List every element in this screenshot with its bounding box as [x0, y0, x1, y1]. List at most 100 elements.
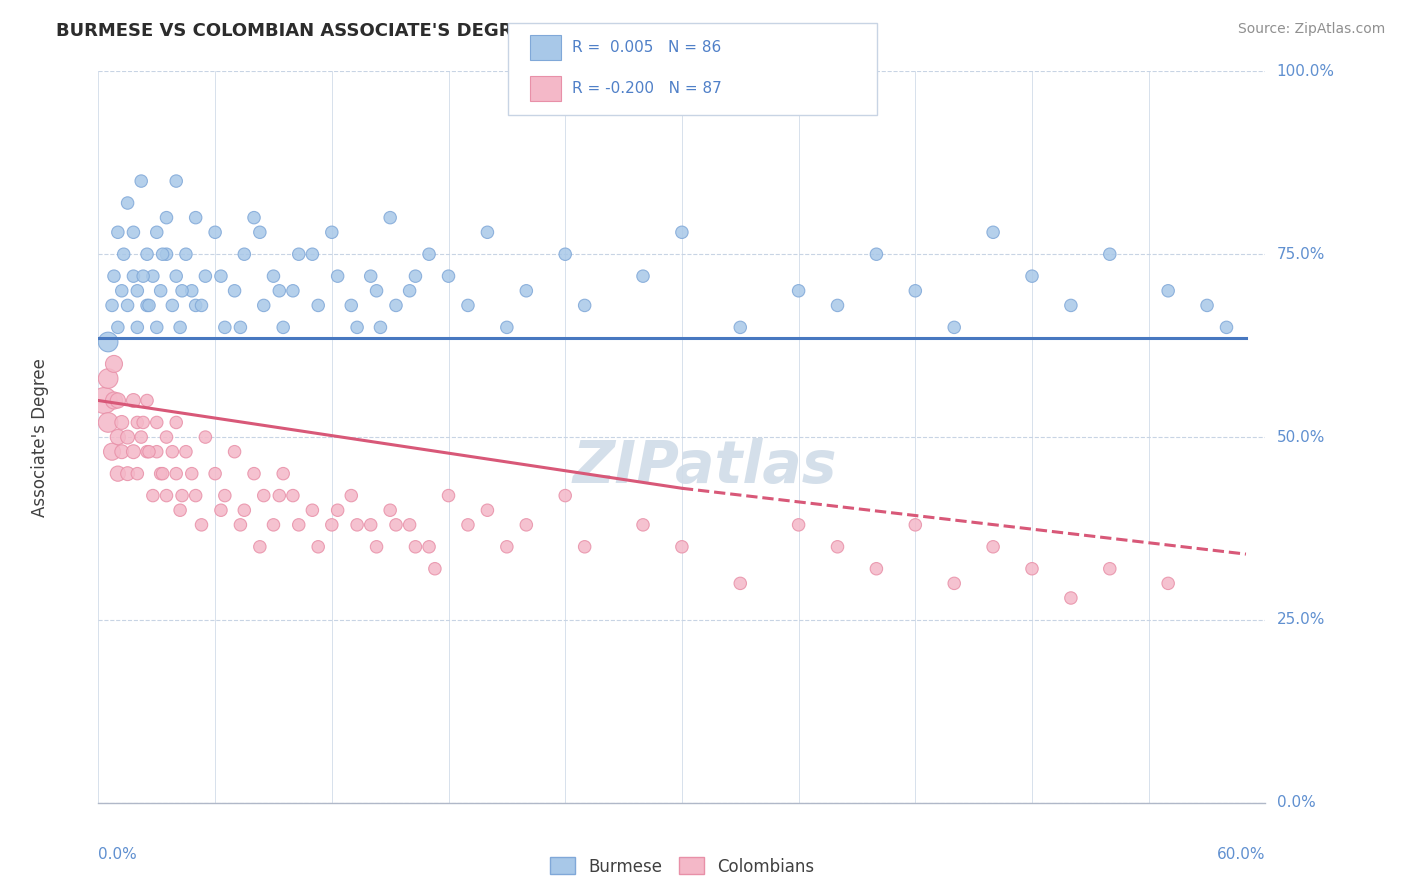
Point — [346, 320, 368, 334]
Point — [262, 269, 284, 284]
Point — [904, 284, 927, 298]
Point — [127, 284, 149, 298]
Point — [214, 489, 236, 503]
Point — [229, 320, 252, 334]
Point — [249, 540, 271, 554]
Point — [155, 211, 177, 225]
Point — [122, 269, 145, 284]
Point — [103, 393, 125, 408]
Point — [728, 320, 751, 334]
Point — [378, 211, 402, 225]
Point — [477, 503, 499, 517]
Point — [423, 562, 446, 576]
Point — [165, 269, 187, 284]
Point — [117, 196, 139, 211]
Point — [132, 416, 155, 430]
Point — [146, 416, 169, 430]
Point — [307, 298, 329, 312]
Point — [190, 298, 212, 312]
Point — [943, 576, 966, 591]
Point — [1060, 591, 1083, 605]
Point — [554, 247, 576, 261]
Point — [1098, 562, 1121, 576]
Point — [149, 284, 172, 298]
Text: 25.0%: 25.0% — [1277, 613, 1324, 627]
Point — [111, 416, 134, 430]
Point — [152, 247, 174, 261]
Point — [398, 517, 420, 532]
Point — [346, 517, 368, 532]
Point — [155, 489, 177, 503]
Text: Associate's Degree: Associate's Degree — [31, 358, 49, 516]
Point — [111, 444, 134, 458]
Text: BURMESE VS COLOMBIAN ASSOCIATE'S DEGREE CORRELATION CHART: BURMESE VS COLOMBIAN ASSOCIATE'S DEGREE … — [56, 22, 759, 40]
Point — [981, 225, 1004, 239]
Text: 0.0%: 0.0% — [1277, 796, 1315, 810]
Point — [281, 284, 304, 298]
Point — [107, 225, 129, 239]
Point — [554, 489, 576, 503]
Point — [142, 489, 165, 503]
Point — [165, 416, 187, 430]
Point — [103, 269, 125, 284]
Point — [253, 489, 276, 503]
Point — [301, 247, 323, 261]
Point — [165, 174, 187, 188]
Point — [271, 467, 294, 481]
Point — [165, 467, 187, 481]
Point — [155, 430, 177, 444]
Point — [321, 517, 343, 532]
Point — [127, 320, 149, 334]
Point — [269, 284, 291, 298]
Point — [437, 269, 460, 284]
Point — [1098, 247, 1121, 261]
Point — [129, 174, 152, 188]
Point — [574, 540, 596, 554]
Point — [865, 247, 887, 261]
Text: 75.0%: 75.0% — [1277, 247, 1324, 261]
Point — [269, 489, 291, 503]
Point — [249, 225, 271, 239]
Point — [93, 393, 115, 408]
Point — [170, 489, 193, 503]
Text: Source: ZipAtlas.com: Source: ZipAtlas.com — [1237, 22, 1385, 37]
Point — [366, 284, 388, 298]
Point — [184, 298, 207, 312]
Point — [209, 269, 232, 284]
Point — [174, 247, 197, 261]
Point — [233, 503, 256, 517]
Point — [631, 517, 654, 532]
Point — [136, 393, 159, 408]
Point — [184, 489, 207, 503]
Point — [360, 269, 382, 284]
Point — [229, 517, 252, 532]
Point — [340, 489, 363, 503]
Point — [101, 298, 124, 312]
Legend: Burmese, Colombians: Burmese, Colombians — [543, 851, 821, 882]
Point — [404, 269, 426, 284]
Point — [457, 298, 479, 312]
Point — [827, 298, 849, 312]
Point — [194, 430, 217, 444]
Point — [404, 540, 426, 554]
Point — [1195, 298, 1218, 312]
Point — [117, 298, 139, 312]
Point — [170, 284, 193, 298]
Point — [107, 430, 129, 444]
Point — [127, 467, 149, 481]
Point — [111, 284, 134, 298]
Point — [138, 444, 160, 458]
Point — [827, 540, 849, 554]
Point — [184, 211, 207, 225]
Point — [132, 269, 155, 284]
Point — [340, 298, 363, 312]
Point — [169, 320, 191, 334]
Point — [385, 517, 408, 532]
Point — [180, 467, 202, 481]
Point — [136, 444, 159, 458]
Point — [101, 444, 124, 458]
Point — [385, 298, 408, 312]
Point — [360, 517, 382, 532]
Point — [326, 503, 349, 517]
Point — [243, 467, 266, 481]
